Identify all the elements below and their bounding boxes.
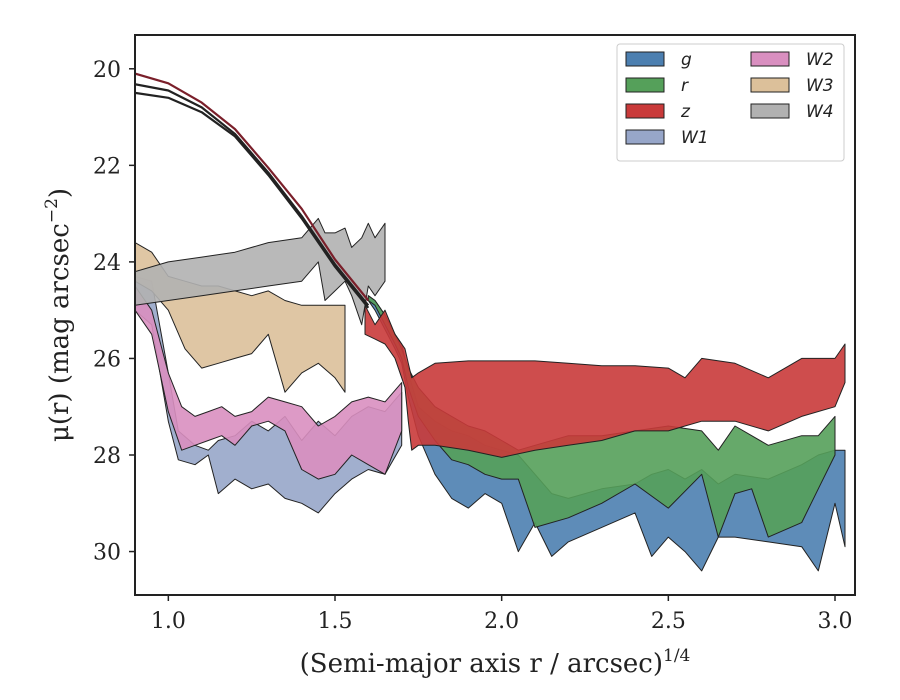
legend-label-g: g [681,50,692,70]
y-tick-label: 28 [93,444,121,469]
legend-swatch-w4 [750,103,790,119]
area-series-layer [135,217,846,572]
x-axis-title-exponent: 1/4 [663,646,690,666]
legend-swatch-w2 [750,51,790,67]
x-tick-label: 3.0 [818,609,853,634]
y-tick-label: 24 [93,251,121,276]
legend-label-w1: W1 [681,128,709,148]
legend-swatch-g [625,51,665,67]
model-curve [135,72,370,302]
legend-label-w4: W4 [806,102,834,122]
y-axis-title: μ(r) (mag arcsec−2) [42,188,75,442]
x-tick-label: 2.5 [651,609,686,634]
y-axis-title-close: ) [45,188,75,198]
y-axis-title-exponent: −2 [42,198,62,223]
model-curve-layer [135,72,370,309]
model-curve [135,83,370,306]
legend-label-z: z [680,102,691,122]
legend-swatch-w3 [750,77,790,93]
x-tick-label: 1.0 [151,609,186,634]
legend-swatch-r [625,77,665,93]
x-axis: 1.0 1.5 2.0 2.5 3.0 [151,595,853,634]
x-axis-title-text: (Semi-major axis r / arcsec) [300,649,663,679]
x-tick-label: 2.0 [484,609,519,634]
plot-frame [134,34,856,596]
model-curve [135,91,370,309]
legend-box [616,43,845,162]
legend-swatch-z [625,103,665,119]
area-band-z [364,304,846,458]
legend-swatch-w1 [625,129,665,145]
y-tick-label: 20 [93,58,121,83]
y-tick-label: 30 [93,541,121,566]
x-tick-label: 1.5 [318,609,353,634]
area-band-w2 [135,285,403,480]
y-axis-title-text: μ(r) (mag arcsec [45,223,75,442]
y-tick-label: 22 [93,154,121,179]
legend-label-w3: W3 [806,76,834,96]
legend: grz W1 W2 W3 W4 [616,43,845,162]
x-axis-title: (Semi-major axis r / arcsec)1/4 [300,646,691,679]
y-axis: 20 22 24 26 28 30 [93,58,135,566]
legend-label-w2: W2 [806,50,834,70]
legend-label-r: r [681,76,689,96]
y-tick-label: 26 [93,347,121,372]
